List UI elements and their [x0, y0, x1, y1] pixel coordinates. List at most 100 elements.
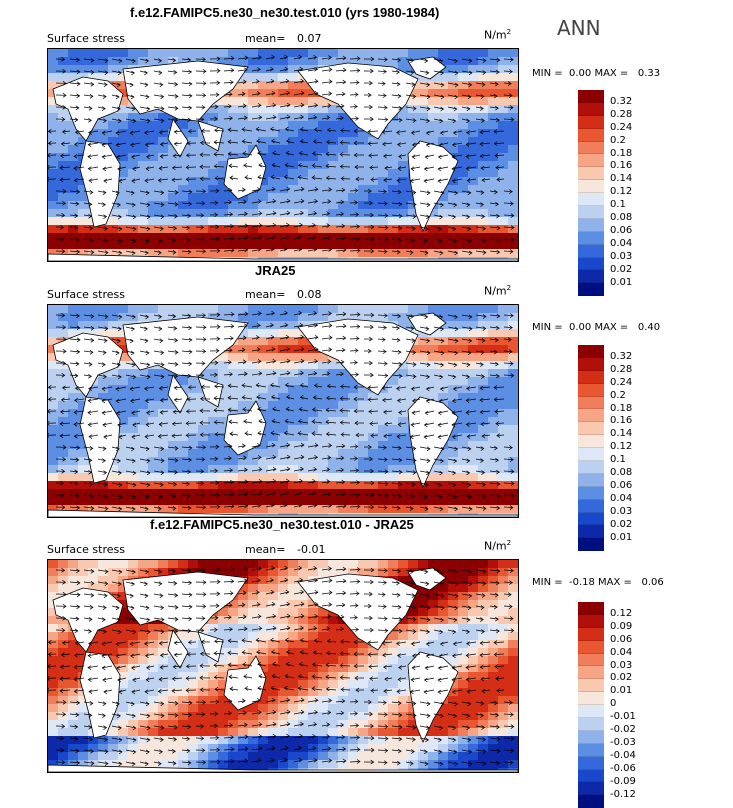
- colorbar-tick-label: 0.14: [610, 173, 632, 184]
- panel-2-colorbar: [578, 345, 604, 551]
- colorbar-swatch: [578, 744, 604, 757]
- colorbar-tick-label: -0.09: [610, 776, 636, 787]
- colorbar-swatch: [578, 283, 604, 296]
- colorbar-tick-label: -0.12: [610, 789, 636, 800]
- colorbar-swatch: [578, 654, 604, 667]
- colorbar-tick-label: -0.02: [610, 724, 636, 735]
- panel-3-units: N/m2: [484, 539, 511, 553]
- colorbar-tick-label: 0.02: [610, 519, 632, 530]
- panel-1-mean-value: 0.07: [297, 32, 322, 45]
- panel-1-minmax: MIN = 0.00 MAX = 0.33: [532, 68, 660, 79]
- colorbar-swatch: [578, 90, 604, 103]
- colorbar-swatch: [578, 474, 604, 487]
- colorbar-tick-label: 0.14: [610, 428, 632, 439]
- panel-1-variable: Surface stress: [47, 32, 125, 45]
- colorbar-swatch: [578, 500, 604, 513]
- panel-2-units: N/m2: [484, 284, 511, 298]
- colorbar-tick-label: 0.18: [610, 148, 632, 159]
- colorbar-swatch: [578, 731, 604, 744]
- colorbar-tick-label: 0.01: [610, 532, 632, 543]
- colorbar-tick-label: 0.04: [610, 238, 632, 249]
- colorbar-swatch: [578, 232, 604, 245]
- colorbar-tick-label: 0.03: [610, 660, 632, 671]
- colorbar-tick-label: 0.06: [610, 634, 632, 645]
- colorbar-tick-label: 0.2: [610, 135, 626, 146]
- panel-3-title: f.e12.FAMIPC5.ne30_ne30.test.010 - JRA25: [150, 517, 414, 532]
- colorbar-swatch: [578, 692, 604, 705]
- colorbar-tick-label: 0.12: [610, 608, 632, 619]
- colorbar-tick-label: -0.06: [610, 763, 636, 774]
- map-canvas: [48, 305, 518, 517]
- panel-1-title: f.e12.FAMIPC5.ne30_ne30.test.010 (yrs 19…: [130, 5, 439, 20]
- colorbar-swatch: [578, 422, 604, 435]
- panel-1-units: N/m2: [484, 28, 511, 42]
- panel-1-mean-label: mean=: [245, 32, 285, 45]
- colorbar-tick-label: 0.12: [610, 441, 632, 452]
- colorbar-tick-label: 0: [610, 698, 616, 709]
- colorbar-tick-label: 0.01: [610, 277, 632, 288]
- colorbar-tick-label: 0.1: [610, 199, 626, 210]
- colorbar-swatch: [578, 705, 604, 718]
- colorbar-tick-label: -0.03: [610, 737, 636, 748]
- colorbar-tick-label: 0.28: [610, 364, 632, 375]
- panel-2-mean-label: mean=: [245, 288, 285, 301]
- colorbar-swatch: [578, 435, 604, 448]
- colorbar-tick-label: 0.32: [610, 96, 632, 107]
- colorbar-tick-label: 0.04: [610, 493, 632, 504]
- colorbar-tick-label: 0.16: [610, 415, 632, 426]
- colorbar-swatch: [578, 461, 604, 474]
- panel-3-variable: Surface stress: [47, 543, 125, 556]
- colorbar-swatch: [578, 615, 604, 628]
- colorbar-swatch: [578, 525, 604, 538]
- colorbar-tick-label: 0.18: [610, 403, 632, 414]
- colorbar-tick-label: 0.28: [610, 109, 632, 120]
- panel-2-variable: Surface stress: [47, 288, 125, 301]
- colorbar-swatch: [578, 409, 604, 422]
- panel-2-title: JRA25: [255, 263, 295, 278]
- colorbar-swatch: [578, 641, 604, 654]
- colorbar-tick-label: 0.08: [610, 212, 632, 223]
- panel-1-colorbar: [578, 90, 604, 296]
- colorbar-swatch: [578, 666, 604, 679]
- colorbar-tick-label: 0.04: [610, 647, 632, 658]
- colorbar-swatch: [578, 180, 604, 193]
- colorbar-tick-label: 0.24: [610, 122, 632, 133]
- annual-label: ANN: [557, 16, 601, 40]
- colorbar-swatch: [578, 219, 604, 232]
- colorbar-swatch: [578, 795, 604, 808]
- panel-3-map: [47, 559, 519, 773]
- colorbar-tick-label: 0.08: [610, 467, 632, 478]
- panel-2-mean-value: 0.08: [297, 288, 322, 301]
- map-canvas: [48, 560, 518, 772]
- colorbar-swatch: [578, 167, 604, 180]
- colorbar-swatch: [578, 154, 604, 167]
- colorbar-tick-label: -0.01: [610, 711, 636, 722]
- colorbar-swatch: [578, 206, 604, 219]
- panel-2-map: [47, 304, 519, 518]
- colorbar-tick-label: 0.02: [610, 264, 632, 275]
- colorbar-swatch: [578, 129, 604, 142]
- colorbar-swatch: [578, 384, 604, 397]
- colorbar-tick-label: 0.24: [610, 377, 632, 388]
- panel-2-minmax: MIN = 0.00 MAX = 0.40: [532, 322, 660, 333]
- colorbar-swatch: [578, 258, 604, 271]
- colorbar-swatch: [578, 397, 604, 410]
- colorbar-tick-label: 0.12: [610, 186, 632, 197]
- colorbar-tick-label: 0.09: [610, 621, 632, 632]
- colorbar-swatch: [578, 270, 604, 283]
- colorbar-tick-label: 0.06: [610, 225, 632, 236]
- colorbar-swatch: [578, 345, 604, 358]
- panel-3-mean-value: -0.01: [297, 543, 325, 556]
- panel-3-minmax: MIN = -0.18 MAX = 0.06: [532, 577, 664, 588]
- colorbar-swatch: [578, 602, 604, 615]
- colorbar-swatch: [578, 679, 604, 692]
- panel-3-mean-label: mean=: [245, 543, 285, 556]
- colorbar-swatch: [578, 757, 604, 770]
- colorbar-swatch: [578, 538, 604, 551]
- colorbar-swatch: [578, 116, 604, 129]
- colorbar-swatch: [578, 770, 604, 783]
- colorbar-tick-label: 0.1: [610, 454, 626, 465]
- colorbar-swatch: [578, 782, 604, 795]
- map-canvas: [48, 49, 518, 261]
- colorbar-tick-label: 0.32: [610, 351, 632, 362]
